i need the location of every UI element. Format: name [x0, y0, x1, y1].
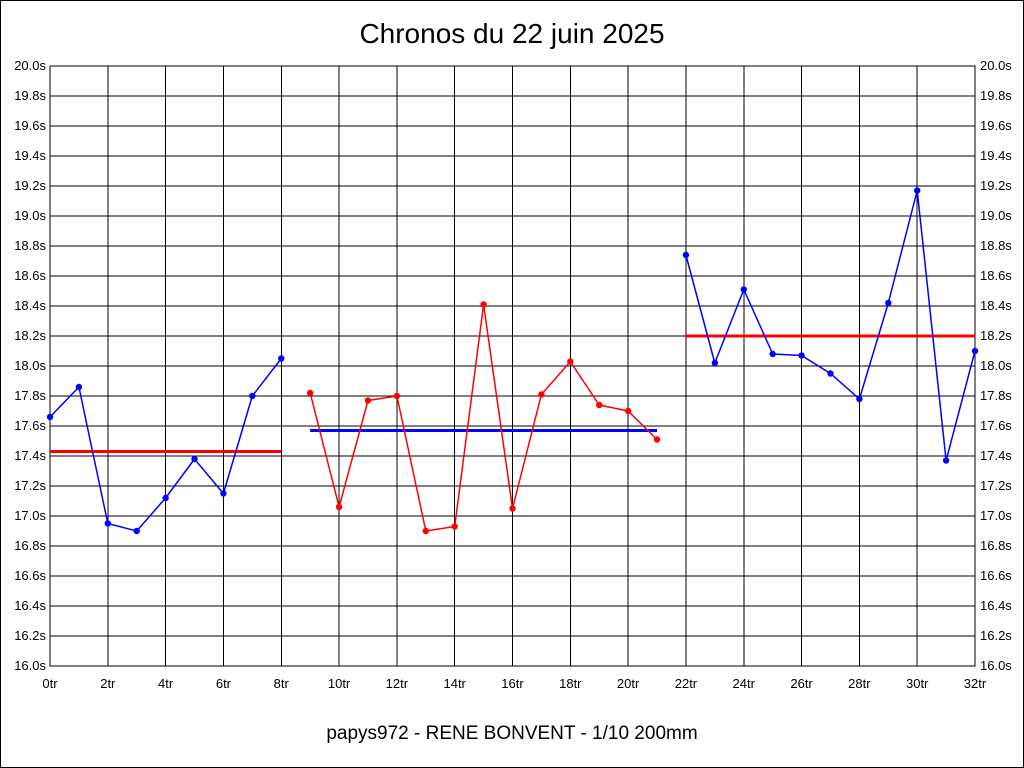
chart-footer: papys972 - RENE BONVENT - 1/10 200mm	[326, 723, 698, 744]
x-tick-label: 16tr	[501, 676, 524, 691]
y-tick-label-left: 18.0s	[14, 358, 46, 373]
data-point	[913, 187, 921, 194]
data-point	[711, 359, 719, 367]
x-tick-label: 8tr	[274, 676, 290, 691]
chart-title: Chronos du 22 juin 2025	[359, 18, 665, 49]
y-tick-label-left: 16.8s	[14, 538, 46, 553]
y-tick-label-right: 18.8s	[980, 238, 1012, 253]
y-tick-label-right: 18.0s	[980, 358, 1012, 373]
data-point	[798, 352, 805, 359]
y-tick-label-right: 17.6s	[980, 418, 1012, 433]
y-tick-label-left: 17.0s	[14, 508, 46, 523]
data-point	[46, 413, 54, 421]
data-point	[885, 299, 892, 307]
y-tick-label-left: 19.0s	[14, 208, 46, 223]
y-tick-label-left: 19.4s	[14, 148, 46, 163]
y-tick-label-left: 18.2s	[14, 328, 46, 343]
x-tick-label: 20tr	[617, 676, 640, 691]
x-tick-label: 30tr	[906, 676, 929, 691]
data-point	[220, 490, 227, 497]
y-tick-label-right: 16.0s	[980, 658, 1012, 673]
y-tick-label-right: 17.2s	[980, 478, 1012, 493]
x-tick-label: 24tr	[733, 676, 756, 691]
y-tick-label-right: 19.2s	[980, 178, 1012, 193]
data-point	[769, 350, 776, 358]
y-tick-label-right: 19.4s	[980, 148, 1012, 163]
data-point	[335, 503, 343, 511]
data-point	[191, 455, 198, 463]
x-tick-label: 18tr	[559, 676, 582, 691]
y-tick-label-right: 18.2s	[980, 328, 1012, 343]
data-point	[306, 389, 314, 397]
data-point	[740, 286, 747, 293]
y-tick-label-left: 16.6s	[14, 568, 46, 583]
y-tick-label-left: 19.2s	[14, 178, 46, 193]
data-point	[567, 358, 574, 365]
y-tick-label-left: 18.4s	[14, 298, 46, 313]
y-tick-label-left: 16.2s	[14, 628, 46, 643]
data-point	[942, 457, 950, 464]
plot-border	[49, 65, 976, 667]
y-tick-label-right: 20.0s	[980, 58, 1012, 73]
y-tick-label-right: 19.8s	[980, 88, 1012, 103]
data-point	[827, 370, 834, 377]
data-point	[596, 401, 603, 409]
y-tick-label-right: 19.6s	[980, 118, 1012, 133]
x-tick-label: 26tr	[790, 676, 813, 691]
y-tick-label-right: 18.4s	[980, 298, 1012, 313]
y-tick-label-right: 16.2s	[980, 628, 1012, 643]
y-tick-label-right: 17.4s	[980, 448, 1012, 463]
data-point	[856, 395, 863, 403]
x-tick-label: 10tr	[328, 676, 351, 691]
data-point	[249, 392, 256, 400]
data-point	[422, 527, 429, 535]
data-point	[364, 397, 372, 404]
data-point	[393, 392, 401, 400]
y-tick-label-left: 17.6s	[14, 418, 46, 433]
data-point	[624, 407, 632, 415]
data-point	[75, 383, 83, 391]
y-tick-label-left: 16.4s	[14, 598, 46, 613]
series-line	[309, 303, 658, 532]
y-tick-label-left: 19.6s	[14, 118, 46, 133]
data-point	[480, 301, 487, 308]
data-point	[971, 347, 979, 355]
data-point	[653, 436, 661, 443]
x-tick-label: 2tr	[100, 676, 116, 691]
x-tick-label: 6tr	[216, 676, 232, 691]
y-tick-label-right: 16.4s	[980, 598, 1012, 613]
data-point	[104, 520, 112, 527]
y-tick-label-right: 17.0s	[980, 508, 1012, 523]
x-tick-label: 0tr	[42, 676, 58, 691]
data-point	[133, 527, 140, 535]
y-tick-label-left: 17.4s	[14, 448, 46, 463]
y-tick-label-right: 16.6s	[980, 568, 1012, 583]
x-tick-label: 4tr	[158, 676, 174, 691]
series-line	[685, 189, 976, 462]
y-tick-label-right: 16.8s	[980, 538, 1012, 553]
y-tick-label-right: 17.8s	[980, 388, 1012, 403]
y-tick-label-left: 18.8s	[14, 238, 46, 253]
data-point	[162, 494, 169, 502]
data-point	[278, 355, 285, 362]
y-tick-label-right: 19.0s	[980, 208, 1012, 223]
y-tick-label-left: 17.2s	[14, 478, 46, 493]
x-tick-label: 14tr	[443, 676, 466, 691]
data-point	[682, 251, 690, 259]
x-tick-label: 12tr	[386, 676, 409, 691]
data-point	[451, 523, 458, 530]
x-tick-label: 28tr	[848, 676, 871, 691]
y-tick-label-left: 19.8s	[14, 88, 46, 103]
data-point	[538, 391, 545, 398]
y-tick-label-left: 17.8s	[14, 388, 46, 403]
y-tick-label-left: 20.0s	[14, 58, 46, 73]
x-tick-label: 32tr	[964, 676, 987, 691]
y-tick-label-right: 18.6s	[980, 268, 1012, 283]
y-tick-label-left: 18.6s	[14, 268, 46, 283]
y-tick-label-left: 16.0s	[14, 658, 46, 673]
x-tick-label: 22tr	[675, 676, 698, 691]
data-point	[509, 505, 516, 512]
